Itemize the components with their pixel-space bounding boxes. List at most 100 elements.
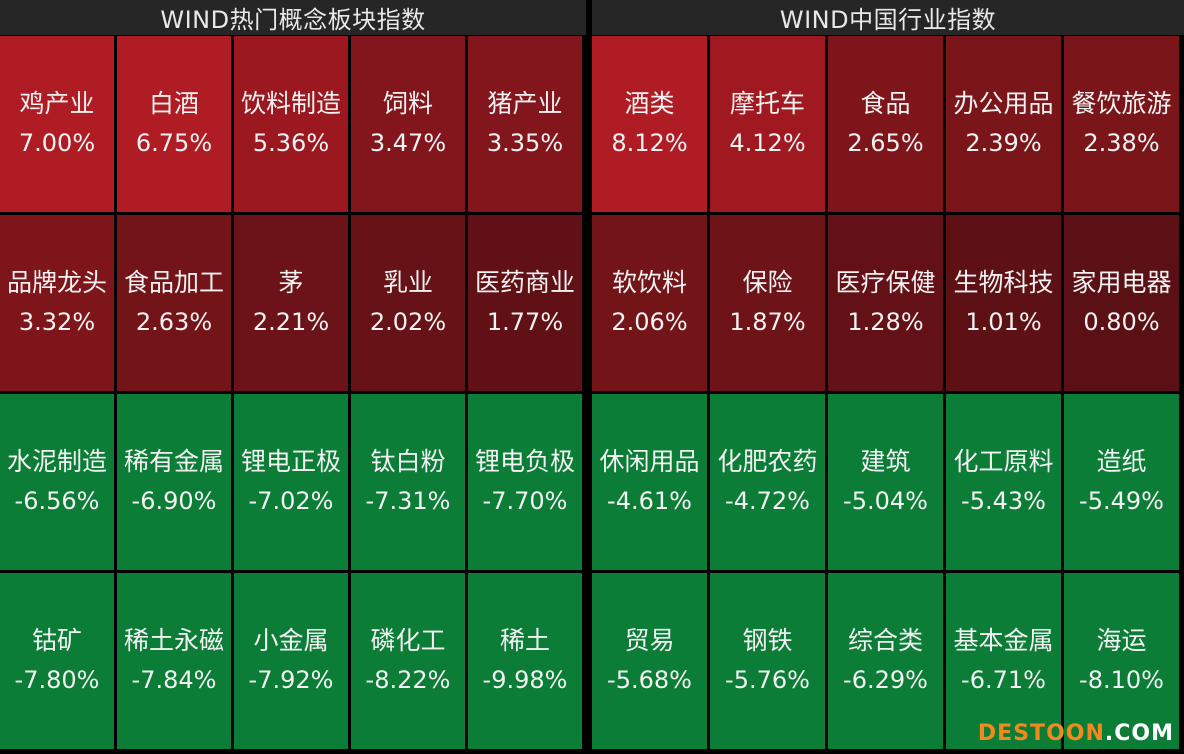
- sector-change: -6.71%: [961, 666, 1046, 694]
- sector-tile[interactable]: 稀有金属 -6.90%: [117, 394, 231, 570]
- sector-tile[interactable]: 稀土 -9.98%: [468, 573, 582, 749]
- sector-tile[interactable]: 锂电正极 -7.02%: [234, 394, 348, 570]
- sector-change: 3.35%: [486, 129, 564, 157]
- sector-tile[interactable]: 食品 2.65%: [828, 36, 943, 212]
- sector-name: 化肥农药: [717, 447, 818, 476]
- sector-tile[interactable]: 乳业 2.02%: [351, 215, 465, 391]
- sector-tile[interactable]: 医疗保健 1.28%: [828, 215, 943, 391]
- sector-change: 1.01%: [965, 308, 1042, 336]
- sector-change: -5.43%: [961, 487, 1046, 515]
- sector-change: 3.32%: [18, 308, 96, 336]
- sector-name: 软饮料: [611, 268, 687, 297]
- sector-tile[interactable]: 茅 2.21%: [234, 215, 348, 391]
- sector-change: 1.77%: [486, 308, 564, 336]
- heatmap-row: 贸易 -5.68% 钢铁 -5.76% 综合类 -6.29% 基本金属 -6.71% 海…: [592, 573, 1184, 749]
- sector-change: -8.10%: [1079, 666, 1164, 694]
- sector-change: 5.36%: [252, 129, 330, 157]
- sector-change: 2.02%: [369, 308, 447, 336]
- sector-tile[interactable]: 摩托车 4.12%: [710, 36, 825, 212]
- sector-change: -7.70%: [482, 487, 568, 515]
- sector-tile[interactable]: 贸易 -5.68%: [592, 573, 707, 749]
- sector-tile[interactable]: 白酒 6.75%: [117, 36, 231, 212]
- watermark-suffix: .COM: [1104, 721, 1174, 746]
- sector-change: 2.38%: [1083, 129, 1160, 157]
- sector-name: 休闲用品: [599, 447, 700, 476]
- sector-name: 乳业: [382, 268, 433, 297]
- sector-tile[interactable]: 钛白粉 -7.31%: [351, 394, 465, 570]
- sector-change: -6.29%: [843, 666, 928, 694]
- sector-tile[interactable]: 建筑 -5.04%: [828, 394, 943, 570]
- sector-tile[interactable]: 保险 1.87%: [710, 215, 825, 391]
- sector-name: 建筑: [860, 447, 911, 476]
- sector-change: -5.04%: [843, 487, 928, 515]
- sector-name: 家用电器: [1071, 268, 1172, 297]
- heatmap-grid: 酒类 8.12% 摩托车 4.12% 食品 2.65% 办公用品 2.39% 餐饮旅游 2…: [592, 36, 1184, 749]
- sector-tile[interactable]: 化工原料 -5.43%: [946, 394, 1061, 570]
- sector-change: -7.02%: [248, 487, 334, 515]
- sector-tile[interactable]: 饮料制造 5.36%: [234, 36, 348, 212]
- sector-tile[interactable]: 海运 -8.10%: [1064, 573, 1179, 749]
- sector-change: -6.56%: [14, 487, 100, 515]
- sector-change: -7.31%: [365, 487, 451, 515]
- sector-name: 生物科技: [953, 268, 1054, 297]
- sector-tile[interactable]: 小金属 -7.92%: [234, 573, 348, 749]
- sector-tile[interactable]: 鸡产业 7.00%: [0, 36, 114, 212]
- watermark-brand: DESTOON: [977, 721, 1105, 746]
- sector-tile[interactable]: 食品加工 2.63%: [117, 215, 231, 391]
- heatmap-row: 水泥制造 -6.56% 稀有金属 -6.90% 锂电正极 -7.02% 钛白粉 -7.3…: [0, 394, 586, 570]
- sector-name: 医疗保健: [835, 268, 936, 297]
- sector-name: 稀土: [499, 626, 550, 655]
- heatmap-row: 软饮料 2.06% 保险 1.87% 医疗保健 1.28% 生物科技 1.01% 家用电…: [592, 215, 1184, 391]
- sector-tile[interactable]: 综合类 -6.29%: [828, 573, 943, 749]
- sector-change: 2.21%: [252, 308, 330, 336]
- sector-name: 钢铁: [742, 626, 793, 655]
- sector-name: 稀有金属: [123, 447, 224, 476]
- sector-tile[interactable]: 稀土永磁 -7.84%: [117, 573, 231, 749]
- sector-name: 猪产业: [487, 89, 563, 118]
- sector-tile[interactable]: 化肥农药 -4.72%: [710, 394, 825, 570]
- sector-change: -6.90%: [131, 487, 217, 515]
- sector-change: 7.00%: [18, 129, 96, 157]
- sector-tile[interactable]: 猪产业 3.35%: [468, 36, 582, 212]
- sector-name: 小金属: [253, 626, 329, 655]
- sector-tile[interactable]: 钢铁 -5.76%: [710, 573, 825, 749]
- sector-name: 食品: [860, 89, 911, 118]
- sector-tile[interactable]: 医药商业 1.77%: [468, 215, 582, 391]
- sector-tile[interactable]: 生物科技 1.01%: [946, 215, 1061, 391]
- sector-name: 白酒: [148, 89, 199, 118]
- heatmap-row: 休闲用品 -4.61% 化肥农药 -4.72% 建筑 -5.04% 化工原料 -5.43…: [592, 394, 1184, 570]
- sector-name: 钛白粉: [370, 447, 446, 476]
- sector-name: 保险: [742, 268, 793, 297]
- sector-change: 6.75%: [135, 129, 213, 157]
- sector-tile[interactable]: 软饮料 2.06%: [592, 215, 707, 391]
- sector-name: 贸易: [624, 626, 675, 655]
- sector-change: 3.47%: [369, 129, 447, 157]
- sector-change: 2.63%: [135, 308, 213, 336]
- sector-tile[interactable]: 钴矿 -7.80%: [0, 573, 114, 749]
- sector-change: -4.61%: [607, 487, 692, 515]
- sector-name: 饮料制造: [240, 89, 341, 118]
- sector-tile[interactable]: 家用电器 0.80%: [1064, 215, 1179, 391]
- sector-tile[interactable]: 造纸 -5.49%: [1064, 394, 1179, 570]
- sector-change: -4.72%: [725, 487, 810, 515]
- sector-tile[interactable]: 磷化工 -8.22%: [351, 573, 465, 749]
- sector-name: 造纸: [1096, 447, 1147, 476]
- sector-tile[interactable]: 品牌龙头 3.32%: [0, 215, 114, 391]
- sector-change: -5.49%: [1079, 487, 1164, 515]
- sector-name: 水泥制造: [6, 447, 107, 476]
- sector-name: 化工原料: [953, 447, 1054, 476]
- sector-name: 摩托车: [729, 89, 805, 118]
- sector-tile[interactable]: 饲料 3.47%: [351, 36, 465, 212]
- concept-sector-panel: WIND热门概念板块指数 鸡产业 7.00% 白酒 6.75% 饮料制造 5.36% …: [0, 0, 586, 752]
- sector-tile[interactable]: 酒类 8.12%: [592, 36, 707, 212]
- sector-tile[interactable]: 休闲用品 -4.61%: [592, 394, 707, 570]
- sector-name: 餐饮旅游: [1071, 89, 1172, 118]
- sector-name: 饲料: [382, 89, 433, 118]
- sector-tile[interactable]: 基本金属 -6.71%: [946, 573, 1061, 749]
- sector-name: 办公用品: [953, 89, 1054, 118]
- sector-tile[interactable]: 水泥制造 -6.56%: [0, 394, 114, 570]
- sector-tile[interactable]: 办公用品 2.39%: [946, 36, 1061, 212]
- sector-tile[interactable]: 锂电负极 -7.70%: [468, 394, 582, 570]
- sector-tile[interactable]: 餐饮旅游 2.38%: [1064, 36, 1179, 212]
- sector-change: -5.76%: [725, 666, 810, 694]
